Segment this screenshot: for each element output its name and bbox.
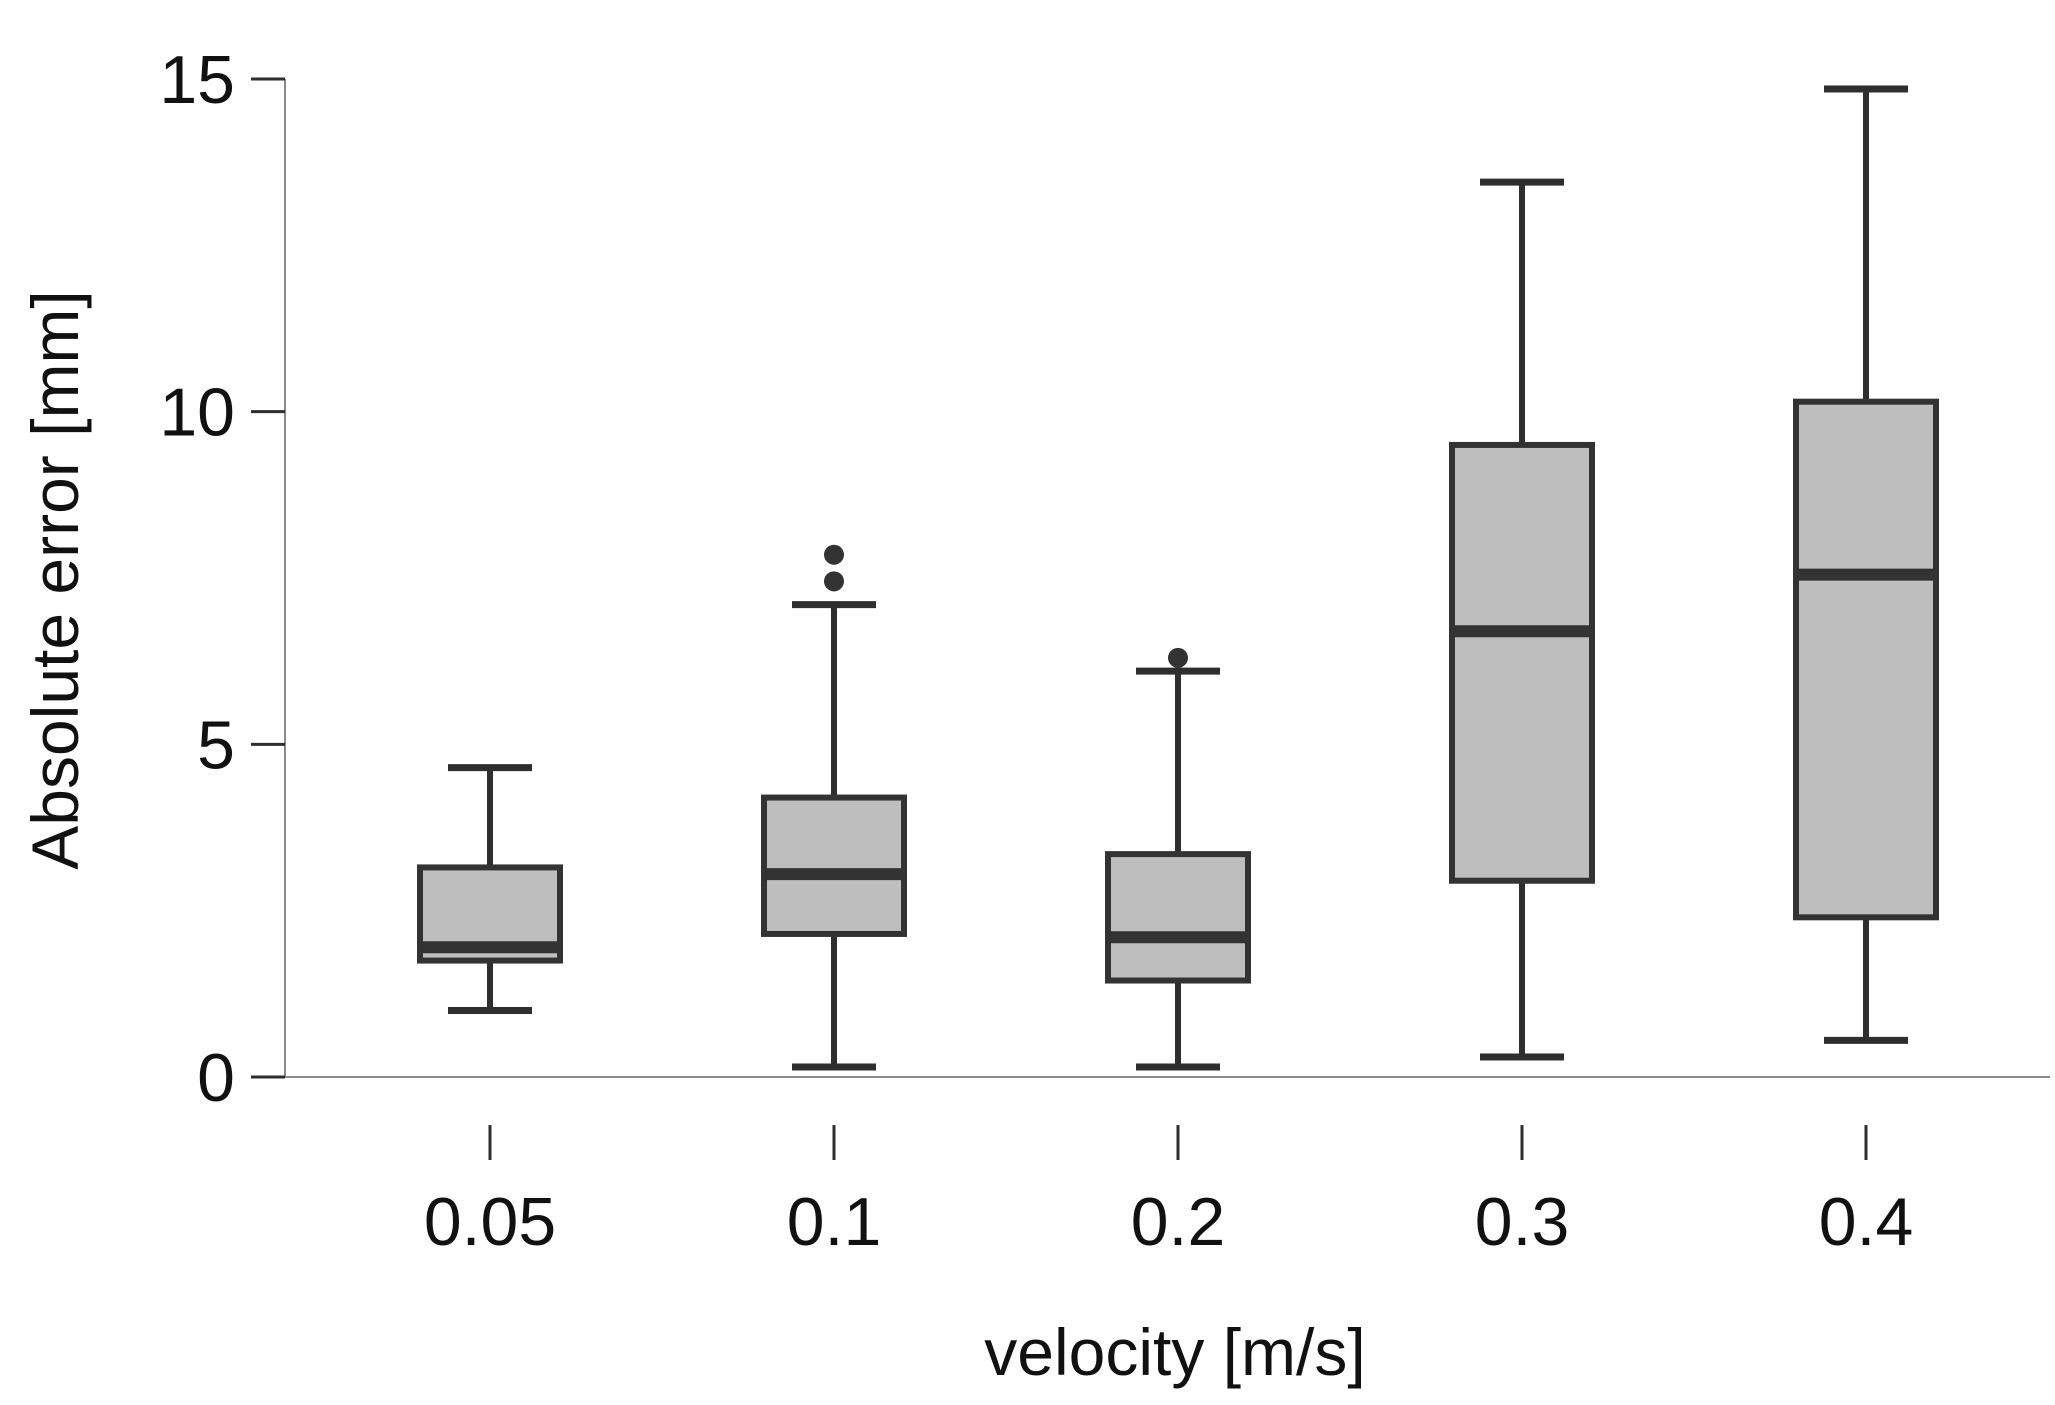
box-0.1 (761, 544, 907, 1071)
y-tick-label: 15 (159, 42, 235, 118)
y-tick-label: 0 (197, 1040, 235, 1116)
box-0.05 (417, 764, 563, 1014)
x-axis-title: velocity [m/s] (984, 1315, 1365, 1389)
iqr-box (761, 794, 907, 937)
x-tick-label: 0.2 (1131, 1184, 1226, 1260)
x-tick-label: 0.4 (1819, 1184, 1914, 1260)
box-0.4 (1793, 85, 1939, 1044)
box-0.2 (1105, 647, 1251, 1071)
x-tick-label: 0.05 (424, 1184, 556, 1260)
x-tick-label: 0.1 (787, 1184, 882, 1260)
outlier-point (1168, 647, 1188, 668)
y-axis-title: Absolute error [mm] (18, 290, 92, 870)
y-tick-label: 10 (159, 375, 235, 451)
iqr-box (1449, 441, 1595, 884)
iqr-box (1105, 851, 1251, 984)
y-axis: 0 5 10 15 (159, 42, 286, 1116)
box-0.3 (1449, 178, 1595, 1061)
y-tick-label: 5 (197, 707, 235, 783)
outlier-point (824, 544, 844, 565)
outlier-point (824, 571, 844, 592)
boxes-group (417, 85, 1939, 1071)
x-axis: 0.05 0.1 0.2 0.3 0.4 (285, 1076, 2050, 1260)
iqr-box (1793, 398, 1939, 921)
x-tick-label: 0.3 (1475, 1184, 1570, 1260)
